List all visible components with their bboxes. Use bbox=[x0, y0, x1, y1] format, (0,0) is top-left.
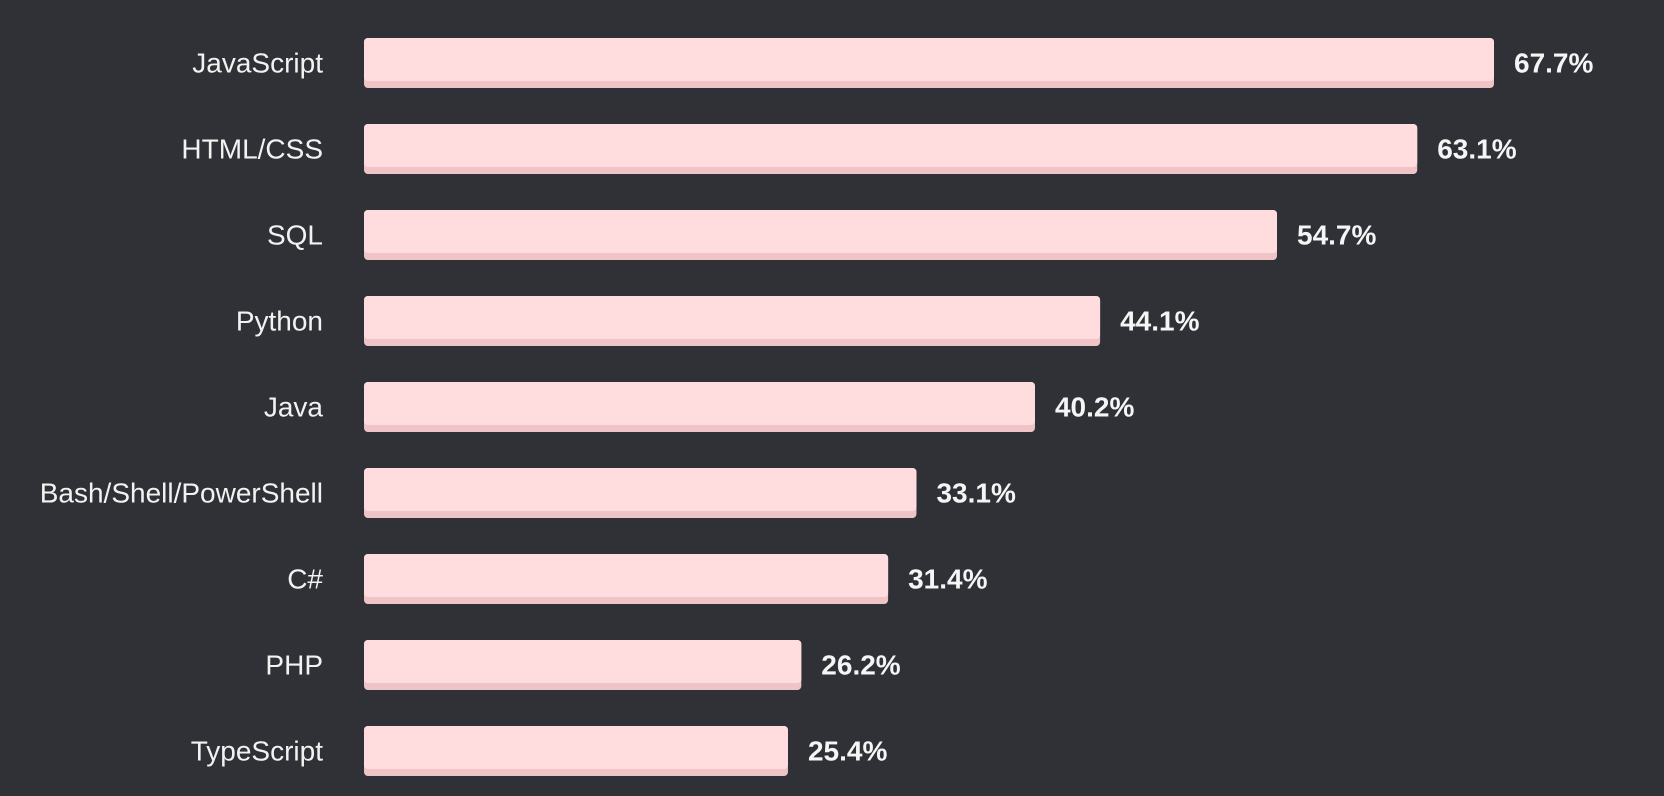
bar bbox=[364, 296, 1101, 339]
category-label: Bash/Shell/PowerShell bbox=[40, 478, 323, 509]
bar-row: Bash/Shell/PowerShell 33.1% bbox=[40, 468, 1016, 518]
bar-row: Java 40.2% bbox=[264, 382, 1134, 432]
bars-group: JavaScript 67.7% HTML/CSS 63.1% SQL 54.7% Pyth… bbox=[40, 38, 1593, 776]
value-label: 63.1% bbox=[1437, 134, 1516, 165]
bar-row: SQL 54.7% bbox=[267, 210, 1377, 260]
value-label: 40.2% bbox=[1055, 392, 1134, 423]
value-label: 26.2% bbox=[821, 650, 900, 681]
category-label: SQL bbox=[267, 220, 323, 251]
category-label: C# bbox=[287, 564, 323, 595]
bar-row: Python 44.1% bbox=[236, 296, 1200, 346]
bar-row: PHP 26.2% bbox=[265, 640, 901, 690]
value-label: 33.1% bbox=[936, 478, 1015, 509]
value-label: 67.7% bbox=[1514, 48, 1593, 79]
bar-row: C# 31.4% bbox=[287, 554, 988, 604]
category-label: HTML/CSS bbox=[181, 134, 323, 165]
bar bbox=[364, 124, 1418, 167]
category-label: PHP bbox=[265, 650, 323, 681]
value-label: 31.4% bbox=[908, 564, 987, 595]
bar bbox=[364, 640, 802, 683]
bar-row: HTML/CSS 63.1% bbox=[181, 124, 1517, 174]
bar bbox=[364, 726, 788, 769]
bar bbox=[364, 468, 917, 511]
category-label: TypeScript bbox=[191, 736, 323, 767]
bar bbox=[364, 38, 1494, 81]
category-label: Java bbox=[264, 392, 324, 423]
value-label: 25.4% bbox=[808, 736, 887, 767]
bar bbox=[364, 554, 889, 597]
value-label: 44.1% bbox=[1120, 306, 1199, 337]
bar-row: JavaScript 67.7% bbox=[192, 38, 1593, 88]
category-label: Python bbox=[236, 306, 323, 337]
bar-row: TypeScript 25.4% bbox=[191, 726, 887, 776]
bar bbox=[364, 210, 1278, 253]
category-label: JavaScript bbox=[192, 48, 323, 79]
bar bbox=[364, 382, 1035, 425]
value-label: 54.7% bbox=[1297, 220, 1376, 251]
